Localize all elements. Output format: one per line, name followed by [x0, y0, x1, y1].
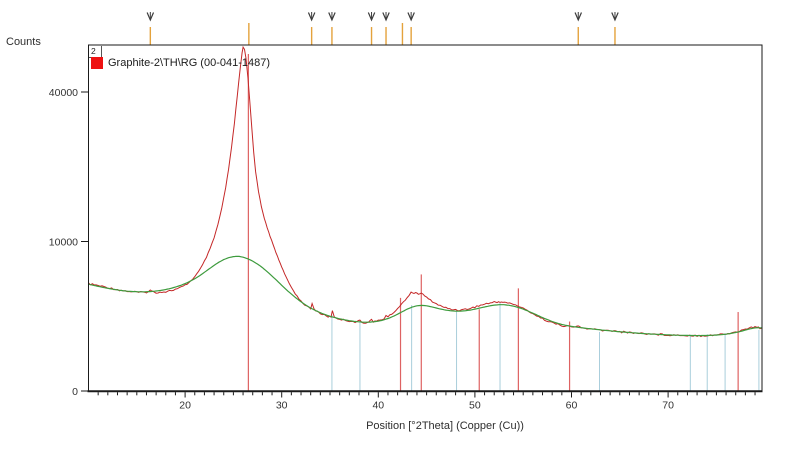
- peak-arrow-icon: [574, 12, 583, 22]
- peak-arrow-icon: [407, 12, 415, 22]
- y-axis-title: Counts: [6, 36, 41, 48]
- peak-arrow-icon: [328, 12, 336, 22]
- x-tick-label: 30: [276, 400, 288, 412]
- x-tick-label: 40: [372, 400, 384, 412]
- x-tick-label: 60: [566, 400, 578, 412]
- peak-arrow-icon: [367, 12, 376, 22]
- y-tick-label: 0: [72, 386, 78, 398]
- legend: Graphite-2\TH\RG (00-041-1487): [91, 57, 270, 69]
- y-tick-label: 10000: [49, 236, 78, 248]
- peak-arrow-icon: [307, 12, 316, 22]
- x-tick-label: 70: [662, 400, 674, 412]
- y-tick-label: 40000: [49, 87, 78, 99]
- measured-scan-curve: [88, 45, 762, 338]
- x-axis-title: Position [°2Theta] (Copper (Cu)): [366, 420, 524, 432]
- peak-arrow-icon: [611, 12, 619, 22]
- background-curve: [88, 255, 762, 337]
- legend-color-swatch: [91, 57, 103, 69]
- x-tick-label: 20: [179, 400, 191, 412]
- peak-arrow-icon: [146, 12, 155, 22]
- top-peak-markers-group: [146, 12, 619, 45]
- peak-list-lines-group: [331, 302, 760, 391]
- scan-number-text: 2: [91, 46, 96, 56]
- curves-group: [88, 45, 762, 338]
- plot-border: [88, 44, 763, 392]
- x-tick-label: 50: [469, 400, 481, 412]
- axes-frame-group: [87, 44, 763, 393]
- peak-arrow-icon: [382, 12, 390, 22]
- axis-ticks-group: 20 30 40 50 60 70 0 10000 40000: [49, 87, 756, 412]
- legend-pattern-label: Graphite-2\TH\RG (00-041-1487): [108, 57, 271, 69]
- reference-pattern-lines-group: [247, 54, 739, 391]
